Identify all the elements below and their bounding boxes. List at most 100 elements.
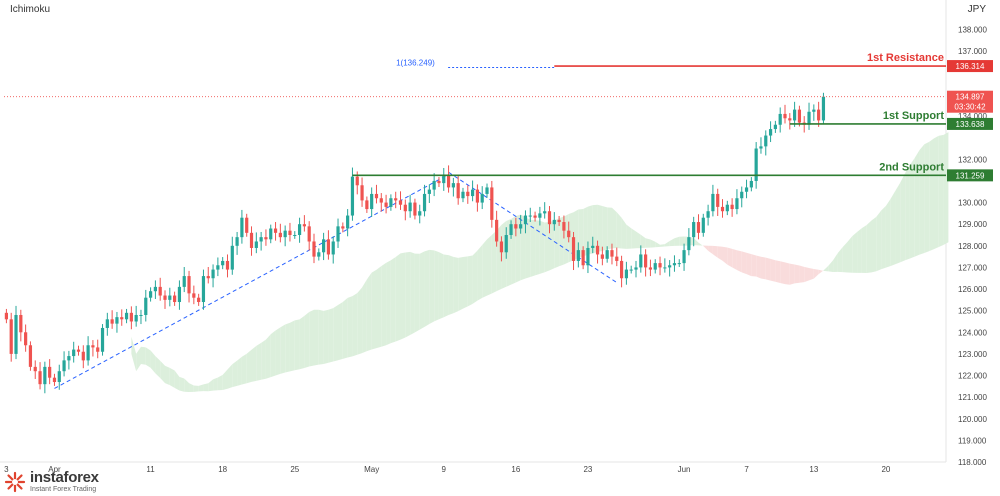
y-tick-label: 130.000 — [958, 199, 987, 208]
candle-body — [663, 267, 667, 269]
candle-body — [615, 256, 619, 261]
x-tick-label: 16 — [511, 465, 520, 474]
candle-body — [446, 174, 451, 188]
ichimoku-cloud-segment — [150, 350, 156, 374]
candle-body — [519, 224, 523, 229]
candle-body — [389, 198, 393, 207]
ichimoku-cloud-segment — [914, 150, 920, 257]
ichimoku-cloud-segment — [491, 230, 497, 294]
candle-body — [711, 193, 715, 212]
candle-body — [158, 286, 162, 296]
ichimoku-cloud-segment — [299, 315, 305, 370]
candle-body — [134, 314, 138, 322]
candle-body — [86, 345, 90, 361]
ichimoku-cloud-segment — [265, 334, 271, 379]
candle-body — [163, 295, 167, 300]
x-tick-label: 23 — [583, 465, 592, 474]
candle-body — [278, 232, 282, 238]
candle-body — [735, 198, 739, 210]
candle-body — [216, 265, 220, 270]
ichimoku-cloud-segment — [203, 383, 209, 392]
ichimoku-cloud-segment — [823, 265, 829, 272]
ichimoku-cloud-segment — [501, 220, 507, 289]
candle-body — [730, 204, 734, 210]
candle-body — [52, 377, 57, 383]
candle-body — [672, 263, 677, 266]
currency-label: JPY — [967, 4, 986, 15]
ichimoku-cloud-segment — [539, 220, 545, 274]
candle-body — [451, 183, 455, 188]
ichimoku-cloud-segment — [140, 346, 146, 365]
candle-body — [591, 245, 595, 248]
candle-body — [81, 351, 85, 361]
ichimoku-cloud-segment — [318, 309, 324, 365]
candle-body — [586, 247, 590, 266]
candle-body — [461, 191, 465, 199]
ichimoku-cloud-segment — [145, 347, 151, 368]
candle-body — [355, 176, 359, 186]
candle-body — [610, 250, 614, 257]
ichimoku-cloud-segment — [794, 264, 800, 284]
ichimoku-cloud-segment — [174, 370, 180, 391]
candle-body — [533, 215, 537, 218]
ichimoku-cloud-segment — [847, 236, 853, 273]
ichimoku-cloud-segment — [275, 327, 281, 376]
ichimoku-cloud-segment — [789, 263, 795, 285]
ichimoku-cloud-segment — [309, 309, 314, 367]
candle-body — [778, 113, 782, 125]
candle-body — [124, 312, 129, 320]
candle-body — [720, 206, 725, 212]
candle-body — [350, 176, 355, 216]
ichimoku-cloud-segment — [462, 256, 468, 309]
candle-body — [495, 219, 499, 242]
candle-body — [43, 366, 47, 385]
y-tick-label: 132.000 — [958, 155, 987, 164]
candle-body — [480, 193, 484, 203]
current-price-tag — [947, 90, 993, 113]
candle-body — [360, 185, 364, 201]
ichimoku-cloud-segment — [813, 269, 819, 279]
ichimoku-cloud-segment — [693, 238, 699, 246]
ichimoku-cloud-segment — [189, 383, 194, 392]
instaforex-logo-icon — [4, 471, 26, 492]
ichimoku-cloud-segment — [549, 220, 555, 271]
indicator-label[interactable]: Ichimoku — [10, 4, 51, 15]
candle-body — [235, 237, 239, 246]
candle-body — [624, 269, 628, 279]
fib-level-label: 1(136.249) — [396, 58, 435, 67]
candle-body — [408, 202, 412, 212]
level-price-tag — [947, 169, 993, 182]
ichimoku-cloud-segment — [578, 209, 584, 258]
candle-body — [538, 213, 542, 218]
candle-body — [254, 241, 258, 248]
candle-body — [504, 235, 508, 253]
level-price-label: 133.638 — [956, 120, 985, 129]
ichimoku-cloud-segment — [362, 279, 367, 354]
candle-body — [528, 215, 532, 217]
candle-body — [639, 254, 643, 268]
candle-body — [177, 286, 182, 303]
ichimoku-cloud-segment — [924, 141, 930, 253]
ichimoku-cloud-segment — [482, 239, 488, 298]
candle-body — [764, 135, 768, 147]
ichimoku-cloud-segment — [602, 206, 608, 251]
ichimoku-cloud-segment — [371, 269, 377, 350]
ichimoku-cloud-segment — [592, 204, 598, 254]
candle-body — [312, 241, 316, 257]
ichimoku-cloud-segment — [765, 257, 771, 281]
candle-body — [91, 345, 95, 348]
candle-body — [773, 124, 777, 130]
y-tick-label: 134.000 — [958, 112, 987, 121]
ichimoku-cloud-segment — [833, 252, 838, 272]
candle-body — [692, 222, 696, 238]
candle-body — [466, 191, 470, 197]
ichimoku-cloud-segment — [256, 342, 262, 381]
ichimoku-cloud-segment — [429, 249, 435, 325]
ichimoku-cloud-segment — [587, 205, 593, 255]
candle-body — [28, 345, 33, 367]
candle-body — [744, 187, 749, 192]
candle-body — [307, 226, 311, 242]
candle-body — [793, 109, 797, 121]
ichimoku-cloud-segment — [857, 228, 862, 273]
